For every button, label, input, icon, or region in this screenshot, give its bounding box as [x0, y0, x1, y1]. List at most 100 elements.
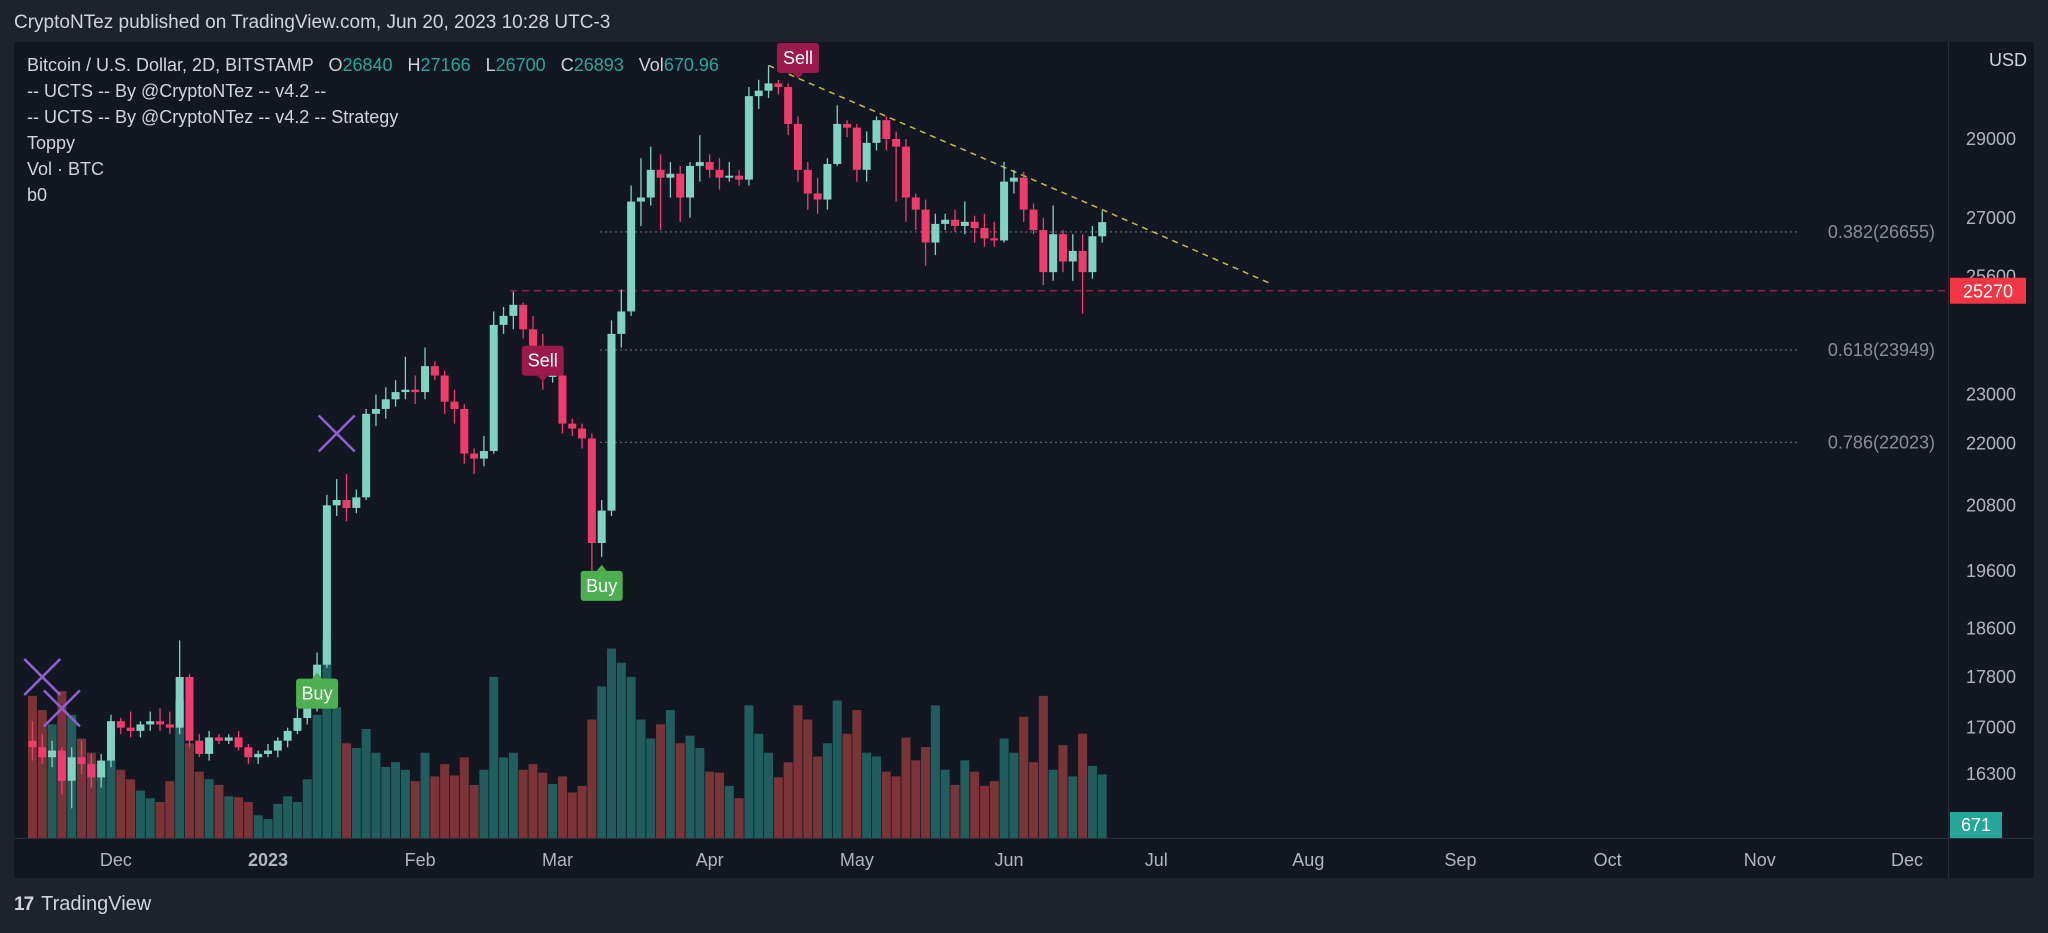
volume-bar [410, 781, 420, 838]
fib-level-label: 0.786(22023) [1828, 432, 1935, 452]
candle-body [411, 389, 420, 393]
candle-body [617, 311, 626, 334]
candle-body [146, 721, 155, 725]
legend-vol: 670.96 [663, 55, 719, 75]
candle [725, 162, 734, 182]
candle [254, 750, 263, 764]
time-axis [14, 838, 2034, 878]
candle-body [901, 146, 910, 198]
candle-body [1068, 250, 1077, 262]
candle-body [28, 740, 37, 748]
sell-signal-label: Sell [521, 345, 564, 382]
candle [381, 387, 390, 419]
candle [401, 356, 410, 400]
candle-body [499, 315, 508, 325]
candle [911, 193, 920, 231]
candle [833, 105, 842, 166]
candle [1039, 217, 1048, 286]
tradingview-logo[interactable]: 17 TradingView [14, 893, 151, 916]
candle [165, 711, 174, 735]
legend-open: 26840 [342, 55, 393, 75]
candle [460, 404, 469, 464]
price-axis-tick: 29000 [1966, 129, 2016, 149]
candle-body [1009, 177, 1018, 182]
sell-signal-label: Sell [776, 43, 819, 80]
volume-bar [27, 695, 37, 838]
volume-bar [832, 700, 842, 838]
volume-bar [577, 785, 587, 838]
candle [156, 708, 165, 731]
legend-indicator-volume[interactable]: Vol · BTC [27, 159, 105, 179]
price-axis-tick: 19600 [1966, 561, 2016, 581]
candle [636, 158, 645, 226]
volume-bar [430, 776, 440, 838]
volume-bar [77, 738, 87, 838]
candle [126, 711, 135, 738]
volume-tag-label: 671 [1961, 815, 1991, 835]
candle-body [1058, 234, 1067, 262]
candle [862, 131, 871, 182]
candle-body [921, 209, 930, 243]
volume-bar [646, 738, 656, 838]
candle-body [244, 747, 253, 758]
candle [951, 209, 960, 233]
candle-body [283, 730, 292, 741]
candle-body [990, 238, 999, 241]
candle-body [852, 127, 861, 170]
candle-body [1098, 222, 1107, 237]
volume-bar [930, 705, 940, 838]
candle [764, 65, 773, 98]
candle-body [970, 221, 979, 229]
candle-body [371, 408, 380, 414]
volume-bar [499, 757, 509, 838]
candle-body [67, 757, 76, 781]
candle-body [587, 438, 596, 544]
candle-body [38, 747, 47, 758]
volume-bar [381, 766, 391, 838]
price-chart[interactable]: 0.382(26655) 0.618(23949) 0.786(22023) Buy B… [0, 0, 2048, 880]
candle-body [303, 705, 312, 718]
volume-bar [979, 785, 989, 838]
candle-body [342, 500, 351, 508]
candle-body [980, 228, 989, 239]
candle [283, 727, 292, 748]
candle [57, 747, 66, 795]
candle-body [489, 324, 498, 452]
volume-bar [685, 735, 695, 838]
legend-indicator-ucts[interactable]: -- UCTS -- By @CryptoNTez -- v4.2 -- [27, 81, 327, 101]
candle-body [676, 173, 685, 198]
volume-bar [479, 769, 489, 838]
volume-bar [273, 803, 283, 838]
candle [234, 730, 243, 751]
chart-legend: Bitcoin / U.S. Dollar, 2D, BITSTAMP O268… [27, 52, 719, 208]
volume-bar [616, 662, 626, 838]
volume-bar [695, 747, 705, 838]
time-axis-tick: 2023 [248, 850, 288, 870]
candle-body [224, 737, 233, 741]
candle [499, 307, 508, 334]
legend-indicator-ucts-strategy[interactable]: -- UCTS -- By @CryptoNTez -- v4.2 -- Str… [27, 107, 399, 127]
candle [106, 714, 115, 768]
candle-body [48, 750, 57, 758]
volume-bar [263, 819, 273, 838]
candle-body [362, 413, 371, 498]
candle [1068, 234, 1077, 281]
volume-bar [813, 756, 823, 838]
candle [882, 116, 891, 151]
volume-bar [116, 769, 126, 838]
candle-body [165, 724, 174, 728]
volume-bar [528, 764, 538, 838]
candle-body [126, 727, 135, 731]
candle-body [254, 753, 263, 758]
legend-close: 26893 [573, 55, 624, 75]
candle [607, 320, 616, 516]
candle [1029, 203, 1038, 235]
legend-indicator-b0[interactable]: b0 [27, 185, 48, 205]
time-axis-tick: Mar [542, 850, 573, 870]
legend-indicator-toppy[interactable]: Toppy [27, 133, 76, 153]
volume-bar [184, 743, 194, 838]
volume-bar [636, 719, 646, 838]
candle [803, 162, 812, 210]
volume-bar [37, 710, 47, 838]
volume-bar [1019, 716, 1029, 838]
